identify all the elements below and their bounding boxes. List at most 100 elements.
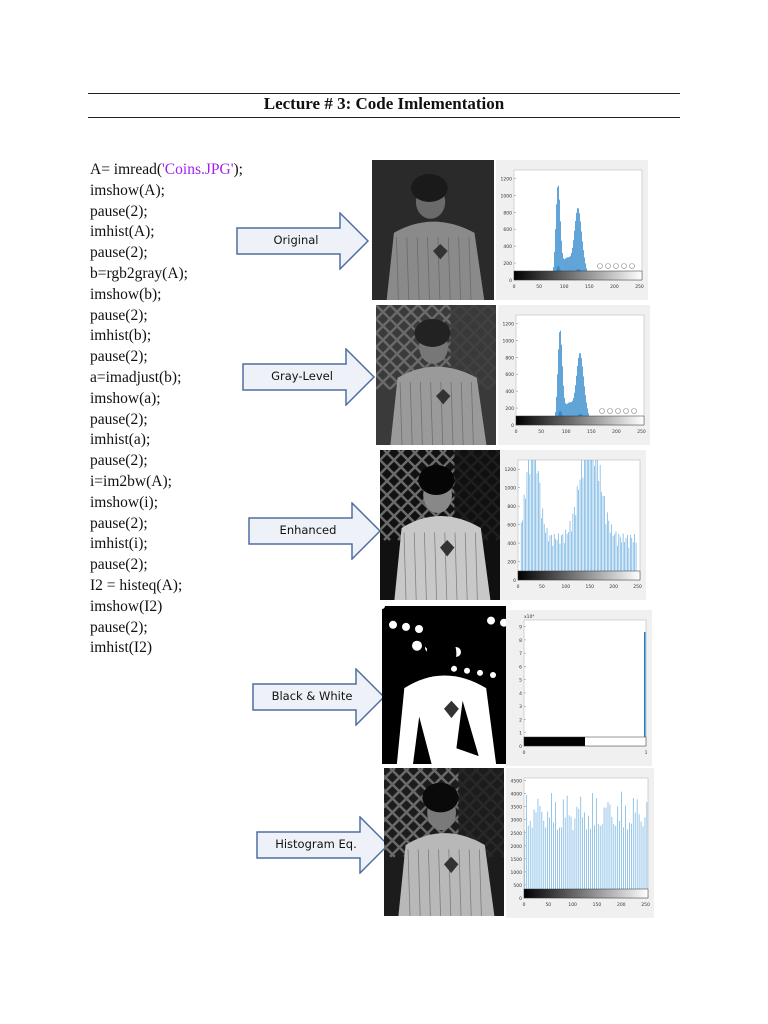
histogram-black-white: 9 8 7 6 5 4 3 2 1 0 x10⁴ 0 1 (506, 610, 652, 766)
code-string: 'Coins.JPG' (162, 161, 234, 178)
histogram-bar (580, 221, 581, 280)
histogram-bar (642, 826, 644, 898)
histogram-bar (539, 806, 541, 898)
histogram-bar (619, 536, 621, 580)
y-tick-label: 7 (519, 651, 522, 657)
arrow-enhanced: Enhanced (248, 501, 382, 561)
step-label: Gray-Level (271, 369, 333, 383)
histogram-bar (562, 533, 564, 580)
y-tick-label: 800 (503, 210, 512, 216)
x-tick-label: 100 (568, 902, 577, 908)
histogram-bar (581, 358, 582, 425)
histogram-bar (523, 494, 525, 580)
y-tick-label: 1500 (511, 857, 523, 863)
histogram-bar (640, 821, 642, 898)
histogram-bar (524, 830, 525, 898)
histogram-gray-level: 1200 1000 800 600 400 200 0 0 50 100 150 200 250 (498, 305, 650, 445)
histogram-bar (578, 357, 579, 425)
y-tick-label: 600 (507, 523, 516, 529)
code-line: imshow(b); (90, 285, 162, 303)
histogram-bar (598, 481, 600, 580)
histogram-bar (635, 542, 637, 580)
histogram-bar (622, 533, 624, 580)
histogram-bar (526, 472, 528, 580)
histogram-bar (556, 204, 557, 280)
y-tick-label: 600 (503, 227, 512, 233)
histogram-bar (547, 811, 549, 898)
histogram-bar (578, 489, 579, 580)
histogram-bar (579, 479, 581, 580)
arrow-shape-icon (256, 815, 390, 875)
y-tick-label: 200 (503, 261, 512, 267)
histogram-bar (532, 460, 534, 580)
histogram-bar (634, 533, 635, 580)
histogram-bar (563, 543, 565, 580)
histogram-bar (567, 403, 568, 425)
histogram-bar (557, 829, 558, 898)
y-tick-label: 8 (519, 638, 522, 644)
histogram-bar (588, 460, 590, 580)
arrow-shape-icon (252, 667, 386, 727)
histogram-bar (570, 255, 571, 280)
y-tick-label: 4 (519, 691, 522, 697)
histogram-bar (560, 827, 562, 898)
histogram-bar (530, 460, 532, 580)
histogram-bar (624, 542, 625, 580)
x-tick-label: 0 (513, 284, 516, 290)
histogram-bar (557, 187, 558, 280)
x-tick-label: 50 (536, 284, 542, 290)
histogram-bar (589, 460, 591, 580)
histogram-bar (554, 251, 555, 280)
histogram-bar (571, 401, 572, 425)
histogram-bar (552, 545, 554, 580)
histogram-bar (562, 799, 564, 898)
histogram-bar (545, 827, 547, 898)
code-line: i=im2bw(A); (90, 472, 172, 490)
histogram-chart: 1200 1000 800 600 400 200 00 50 100 150 200 250 (503, 314, 646, 435)
colorbar (513, 270, 643, 281)
histogram-bar (561, 240, 562, 280)
histogram-bar (582, 817, 584, 898)
arrow-gray-level: Gray-Level (242, 347, 376, 407)
child-photo-icon (384, 768, 504, 916)
histogram-bar (572, 400, 573, 425)
histogram-bar (566, 533, 568, 580)
histogram-bar (576, 806, 578, 898)
histogram-bar (576, 212, 577, 280)
histogram-bar (542, 508, 544, 580)
histogram-bar (580, 353, 581, 425)
y-tick-label: 3 (519, 704, 522, 710)
histogram-bar (595, 460, 597, 580)
code-line: imhist(b); (90, 327, 152, 345)
histogram-bar (632, 542, 634, 580)
x-tick-label: 150 (587, 429, 596, 435)
histogram-bar (560, 330, 561, 425)
arrow-shape-icon (242, 347, 376, 407)
x-tick-label: 100 (560, 284, 569, 290)
histogram-enhanced: 1200 1000 800 600 400 200 0 0 50 100 150 200 250 (500, 450, 646, 600)
histogram-bar (580, 796, 582, 898)
histogram-bar (611, 524, 612, 580)
histogram-bar (556, 396, 557, 425)
histogram-bar (586, 402, 587, 425)
histogram-bar (571, 531, 572, 580)
y-tick-label: 1200 (503, 321, 515, 327)
histogram-bar (568, 402, 569, 425)
y-tick-label: 0 (509, 278, 512, 284)
y-tick-label: 0 (511, 423, 514, 429)
child-photo-icon (380, 450, 500, 600)
histogram-bar (606, 512, 608, 580)
histogram-bar (566, 404, 567, 425)
y-tick-label: 2 (519, 717, 522, 723)
histogram-bar (553, 534, 555, 580)
code-line: imhist(A); (90, 223, 155, 241)
x-tick-label: 200 (612, 429, 621, 435)
histogram-bar (617, 806, 619, 898)
y-tick-label: 1200 (501, 176, 513, 182)
histogram-bar (625, 805, 626, 898)
y-tick-label: 2000 (511, 844, 523, 850)
histogram-bar (557, 374, 558, 425)
y-tick-label: 400 (503, 244, 512, 250)
histogram-bar (644, 817, 646, 898)
histogram-bar (636, 799, 638, 898)
